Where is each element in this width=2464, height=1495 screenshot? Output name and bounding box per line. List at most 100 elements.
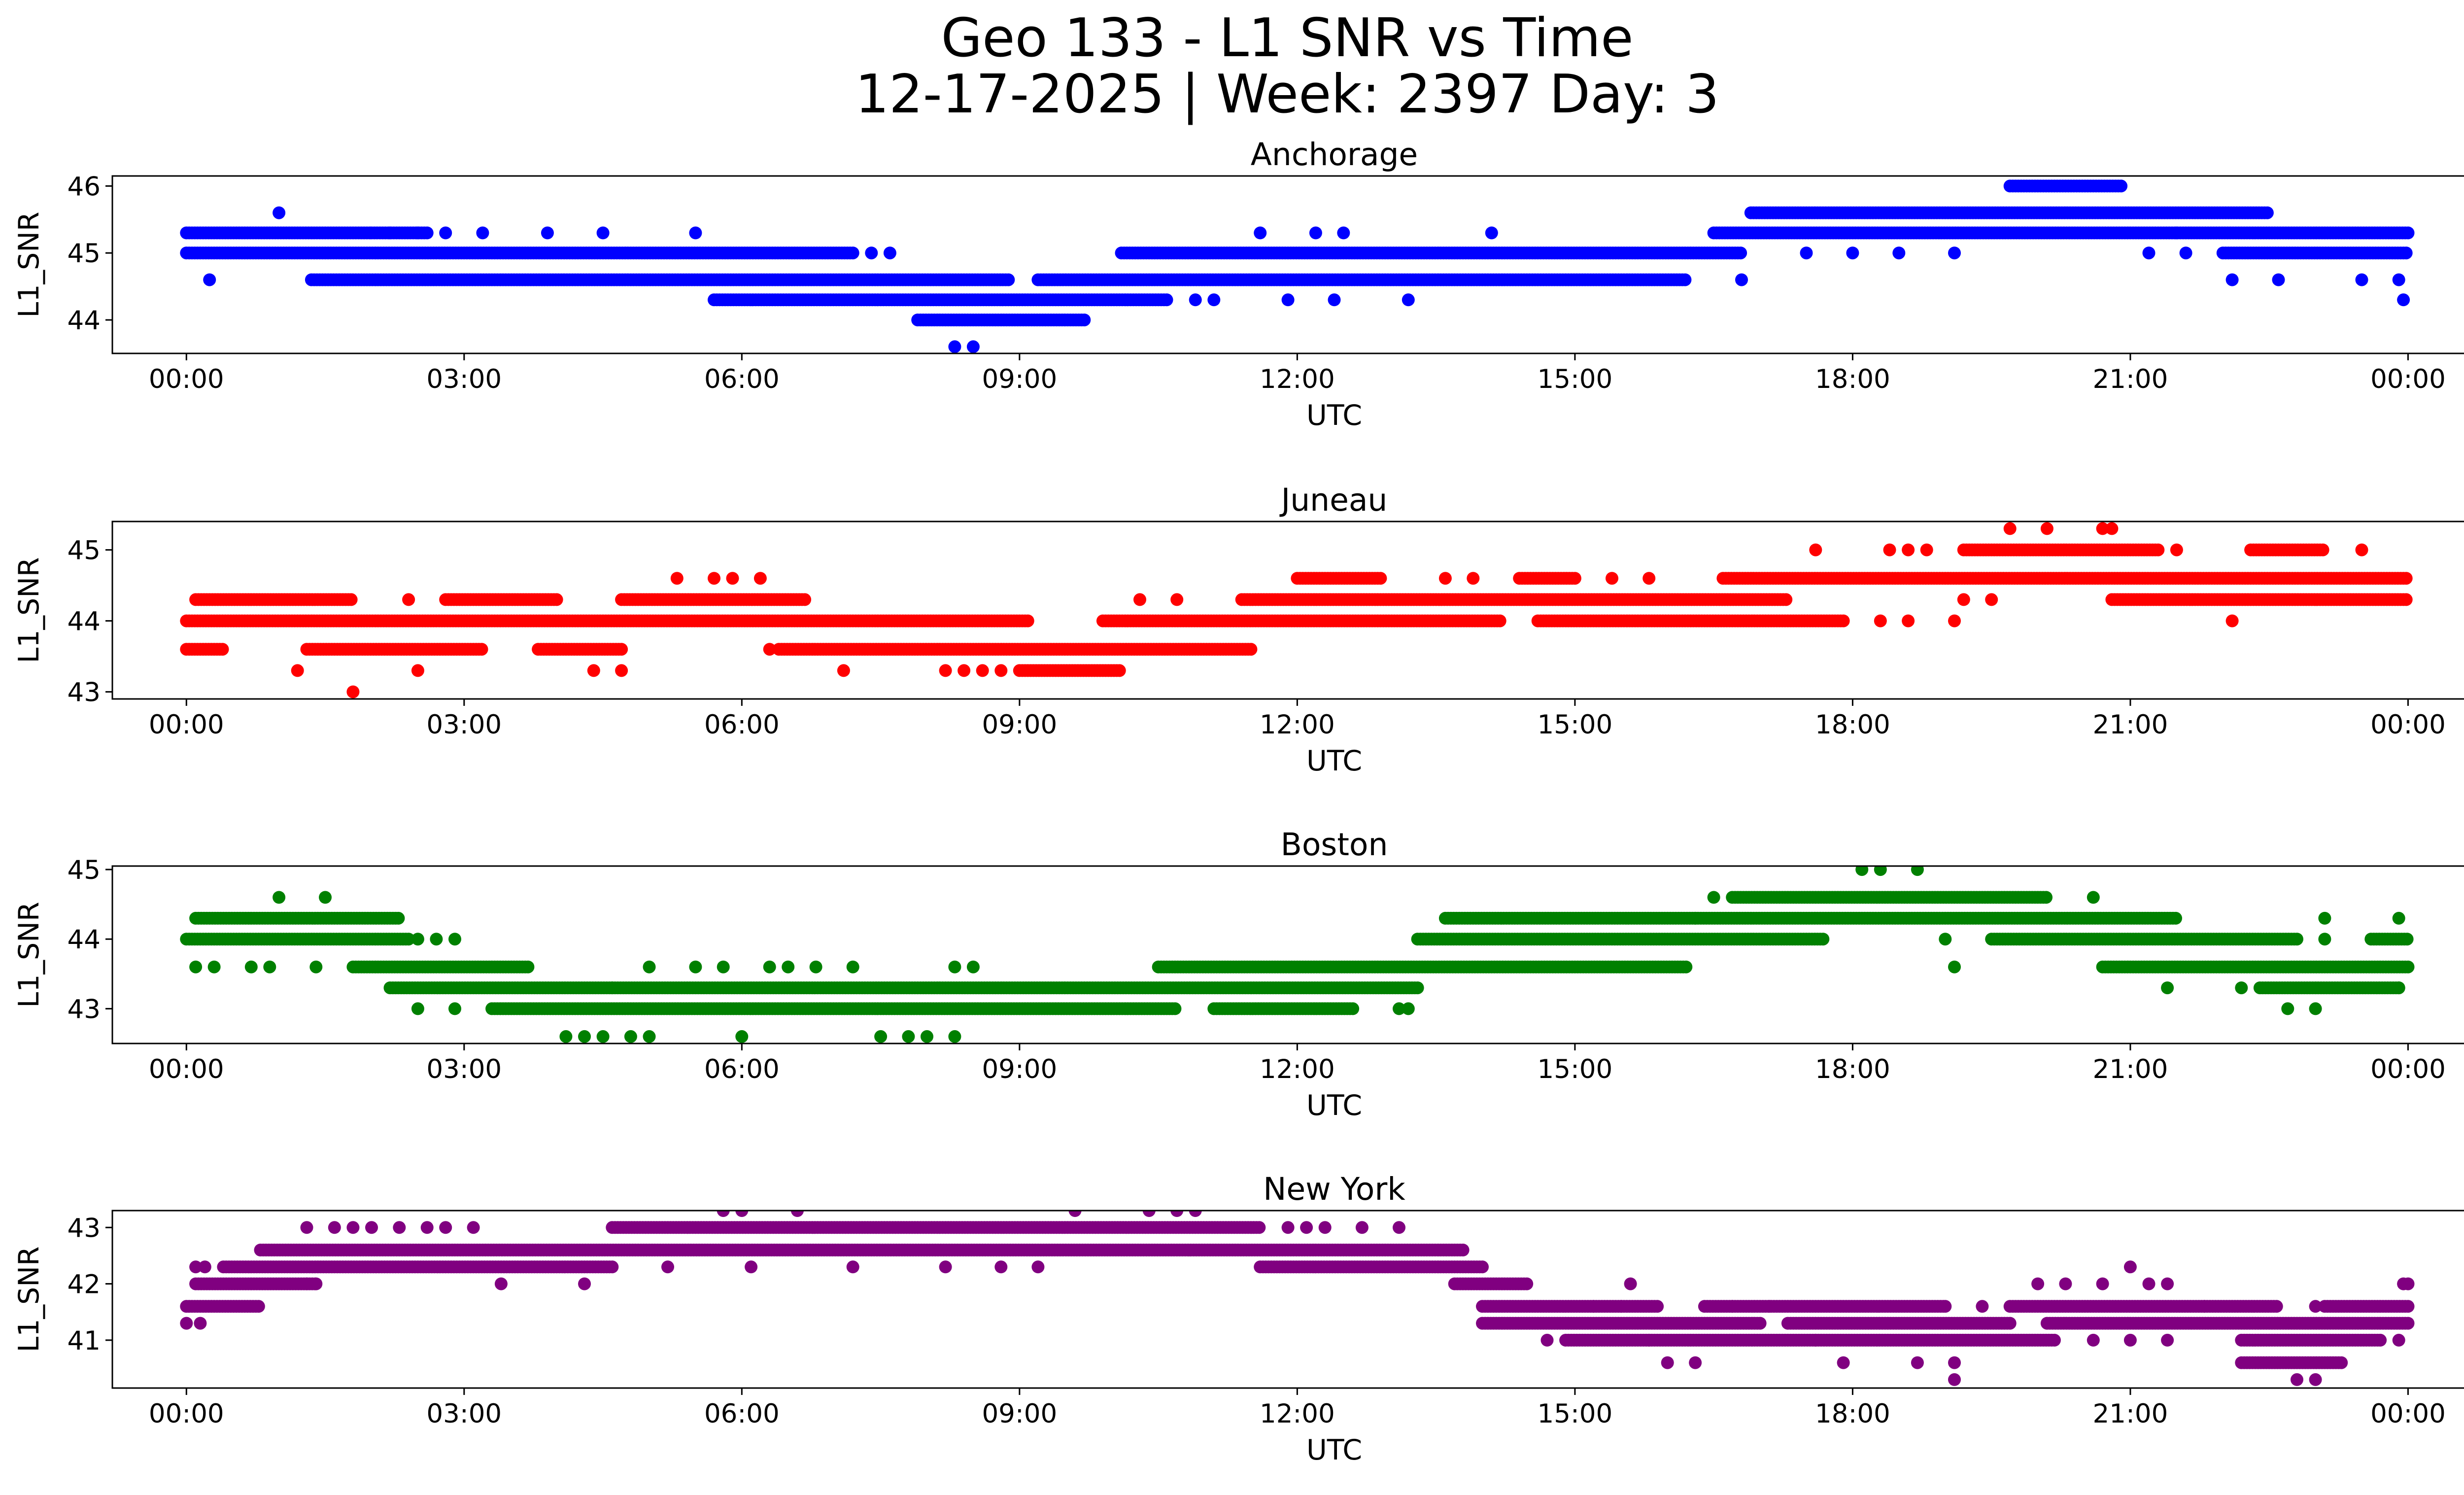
- scatter-series: [180, 522, 2413, 698]
- scatter-point: [1402, 293, 1415, 307]
- scatter-point: [402, 593, 415, 606]
- scatter-point: [1493, 614, 1506, 627]
- scatter-point: [596, 226, 610, 240]
- x-tick-label: 00:00: [149, 364, 224, 394]
- scatter-point: [2105, 522, 2119, 535]
- scatter-point: [2003, 522, 2017, 535]
- scatter-point: [846, 246, 859, 260]
- scatter-point: [216, 643, 229, 656]
- scatter-point: [1902, 543, 1915, 556]
- scatter-point: [2401, 226, 2415, 240]
- scatter-point: [1438, 572, 1452, 585]
- x-tick-label: 00:00: [2370, 710, 2446, 740]
- scatter-point: [1170, 593, 1184, 606]
- scatter-point: [346, 685, 360, 698]
- scatter-point: [1816, 933, 1830, 946]
- scatter-point: [1254, 226, 1267, 240]
- scatter-point: [2260, 206, 2274, 219]
- scatter-point: [798, 593, 812, 606]
- scatter-point: [420, 226, 434, 240]
- y-axis-label: L1_SNR: [13, 212, 45, 318]
- axes-frame: [111, 175, 2464, 354]
- y-tick-label: 45: [68, 239, 101, 269]
- x-tick-label: 15:00: [1538, 364, 1613, 394]
- scatter-point: [1113, 664, 1126, 677]
- scatter-point: [1337, 226, 1350, 240]
- scatter-point: [1800, 246, 1813, 260]
- x-axis-label: UTC: [1306, 399, 1362, 432]
- scatter-point: [2142, 246, 2156, 260]
- scatter-point: [1679, 960, 1693, 973]
- scatter-point: [1892, 246, 1906, 260]
- scatter-point: [2040, 522, 2053, 535]
- scatter-point: [1957, 593, 1970, 606]
- scatter-point: [1902, 614, 1915, 627]
- scatter-point: [2355, 273, 2368, 286]
- scatter-point: [1780, 593, 1793, 606]
- scatter-point: [1281, 293, 1295, 307]
- scatter-point: [883, 246, 896, 260]
- scatter-point: [615, 643, 628, 656]
- scatter-point: [966, 340, 980, 353]
- subplot-title: Boston: [1281, 827, 1388, 863]
- scatter-point: [958, 664, 971, 677]
- scatter-point: [2316, 543, 2329, 556]
- scatter-point: [475, 643, 488, 656]
- scatter-point: [948, 340, 961, 353]
- scatter-point: [763, 643, 776, 656]
- scatter-point: [1985, 593, 1998, 606]
- scatter-point: [2115, 179, 2128, 193]
- x-tick-label: 06:00: [704, 364, 780, 394]
- scatter-point: [994, 664, 1008, 677]
- x-tick-label: 06:00: [704, 710, 780, 740]
- scatter-point: [1309, 226, 1322, 240]
- scatter-point: [1328, 293, 1341, 307]
- scatter-point: [476, 226, 489, 240]
- scatter-series: [180, 179, 2415, 353]
- scatter-point: [1734, 246, 1747, 260]
- subplot-grid: Anchorage 00:00 03:00 06:00 09:00 12:00 15:00 1…: [13, 137, 2464, 1466]
- scatter-point: [1874, 614, 1887, 627]
- scatter-point: [2399, 593, 2413, 606]
- subplot-title: Anchorage: [1251, 137, 1418, 173]
- scatter-point: [615, 664, 628, 677]
- subplot-title: Juneau: [1279, 482, 1388, 518]
- scatter-point: [1809, 543, 1822, 556]
- scatter-point: [2401, 960, 2415, 973]
- scatter-point: [2392, 273, 2405, 286]
- scatter-point: [587, 664, 600, 677]
- scatter-point: [689, 226, 702, 240]
- scatter-point: [383, 226, 397, 240]
- y-axis-label: L1_SNR: [13, 557, 45, 663]
- scatter-point: [1837, 614, 1850, 627]
- x-tick-label: 21:00: [2093, 710, 2168, 740]
- x-tick-label: 09:00: [982, 710, 1057, 740]
- scatter-point: [291, 664, 304, 677]
- x-tick-label: 12:00: [1260, 364, 1335, 394]
- scatter-point: [550, 593, 563, 606]
- scatter-point: [865, 246, 878, 260]
- x-tick-label: 18:00: [1815, 364, 1890, 394]
- scatter-point: [1244, 643, 1258, 656]
- scatter-point: [392, 911, 405, 925]
- y-tick-label: 44: [68, 306, 101, 336]
- scatter-point: [2152, 543, 2165, 556]
- y-tick-label: 45: [68, 536, 101, 566]
- scatter-point: [2272, 273, 2285, 286]
- x-axis-label: UTC: [1306, 745, 1362, 777]
- scatter-point: [541, 226, 554, 240]
- scatter-point: [1948, 246, 1961, 260]
- scatter-point: [1021, 614, 1034, 627]
- scatter-point: [1207, 293, 1221, 307]
- scatter-point: [1374, 572, 1387, 585]
- x-tick-label: 00:00: [149, 710, 224, 740]
- x-tick-label: 15:00: [1538, 710, 1613, 740]
- scatter-point: [1883, 543, 1896, 556]
- scatter-series: [180, 866, 2415, 1043]
- scatter-point: [1678, 273, 1692, 286]
- x-tick-label: 03:00: [426, 364, 502, 394]
